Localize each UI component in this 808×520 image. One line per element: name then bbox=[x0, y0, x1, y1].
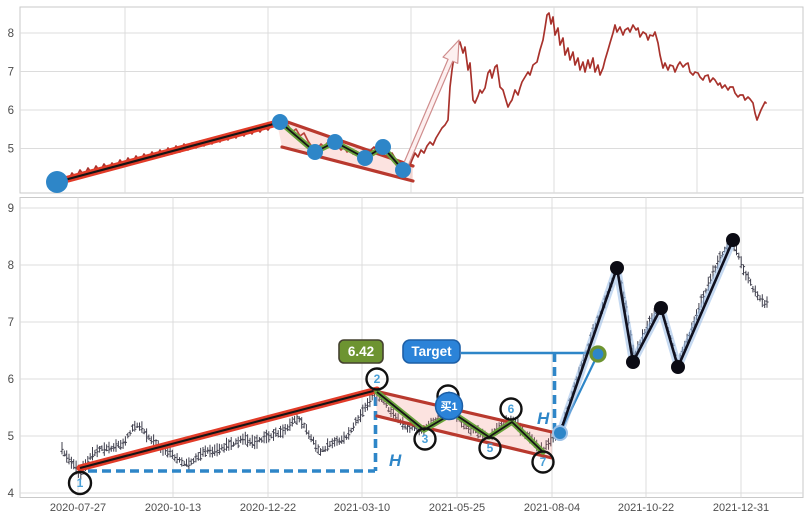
pivot-marker-5: 5 bbox=[478, 436, 502, 460]
flag-zigzag-core bbox=[376, 391, 544, 453]
breakout-dot bbox=[552, 425, 568, 441]
x-tick-label: 2021-08-04 bbox=[524, 502, 580, 514]
x-tick-label: 2020-07-27 bbox=[50, 502, 106, 514]
pivot-number: 7 bbox=[540, 455, 547, 469]
y-tick-label: 6 bbox=[8, 105, 14, 117]
pivot-marker-2: 2 bbox=[365, 367, 389, 391]
pivot-circle-1 bbox=[67, 470, 93, 496]
pivot-circle-3 bbox=[413, 427, 437, 451]
flag-pivot-dot bbox=[375, 139, 391, 155]
x-tick-label: 2021-03-10 bbox=[334, 502, 390, 514]
flagpole-core bbox=[56, 120, 282, 184]
top-panel-content bbox=[46, 12, 767, 193]
x-tick-label: 2021-10-22 bbox=[618, 502, 674, 514]
y-tick-label: 4 bbox=[8, 488, 15, 500]
pivot-circle-2 bbox=[365, 367, 389, 391]
y-tick-label: 5 bbox=[8, 144, 14, 156]
x-tick-label: 2021-12-31 bbox=[713, 502, 769, 514]
pivot-number: 6 bbox=[508, 402, 515, 416]
flag-pivot-dot bbox=[357, 150, 373, 166]
flag-pivot-dot bbox=[327, 134, 343, 150]
flagpole-core bbox=[79, 388, 378, 470]
y-tick-label: 6 bbox=[8, 374, 14, 386]
flag-pivot-dot bbox=[272, 114, 288, 130]
x-tick-label: 2021-05-25 bbox=[429, 502, 485, 514]
height-label-1: H bbox=[389, 451, 402, 470]
y-tick-label: 7 bbox=[8, 317, 14, 329]
height-label-2: H bbox=[537, 409, 550, 428]
swing-pivot-dot bbox=[610, 261, 624, 275]
target-label-box bbox=[402, 339, 461, 364]
pivot-number: 5 bbox=[487, 441, 494, 455]
target-price-value: 6.42 bbox=[348, 344, 374, 359]
swing-zigzag-line bbox=[558, 239, 735, 434]
breakout-projection-arrow bbox=[401, 39, 460, 171]
flag-pivot-dot bbox=[395, 162, 411, 178]
flag-pivot-dot bbox=[307, 144, 323, 160]
pivot-marker-7: 7 bbox=[531, 450, 555, 474]
pivot-number: 1 bbox=[77, 476, 84, 490]
y-tick-label: 5 bbox=[8, 431, 14, 443]
pivot-circle-7 bbox=[531, 450, 555, 474]
pivot-marker-1: 1 bbox=[67, 470, 93, 496]
swing-pivot-dot bbox=[671, 360, 685, 374]
trend-start-dot bbox=[46, 171, 68, 193]
target-hit-marker bbox=[589, 345, 607, 363]
pivot-marker-3: 3 bbox=[413, 427, 437, 451]
pivot-number: 2 bbox=[374, 372, 381, 386]
target-price-box bbox=[338, 339, 384, 364]
pivot-circle-6 bbox=[499, 397, 523, 421]
pivot-marker-6: 6 bbox=[499, 397, 523, 421]
swing-pivot-dot bbox=[726, 233, 740, 247]
flag-channel-lower bbox=[375, 414, 554, 460]
x-tick-label: 2020-10-13 bbox=[145, 502, 201, 514]
flag-channel-upper bbox=[373, 389, 554, 434]
flag-channel-fill bbox=[375, 391, 552, 458]
y-tick-label: 9 bbox=[8, 203, 14, 215]
swing-pivot-dot bbox=[654, 301, 668, 315]
y-tick-label: 8 bbox=[8, 28, 14, 40]
pivot-circle-5 bbox=[478, 436, 502, 460]
y-tick-label: 8 bbox=[8, 260, 14, 272]
buy-signal-label: 买1 bbox=[440, 400, 457, 413]
swing-pivot-dot bbox=[626, 355, 640, 369]
flag-channel-lower bbox=[280, 145, 415, 183]
x-tick-label: 2020-12-22 bbox=[240, 502, 296, 514]
buy-signal-badge bbox=[434, 391, 464, 421]
pivot-number: 3 bbox=[422, 432, 429, 446]
y-tick-label: 7 bbox=[8, 67, 14, 79]
target-label-text: Target bbox=[411, 344, 452, 359]
